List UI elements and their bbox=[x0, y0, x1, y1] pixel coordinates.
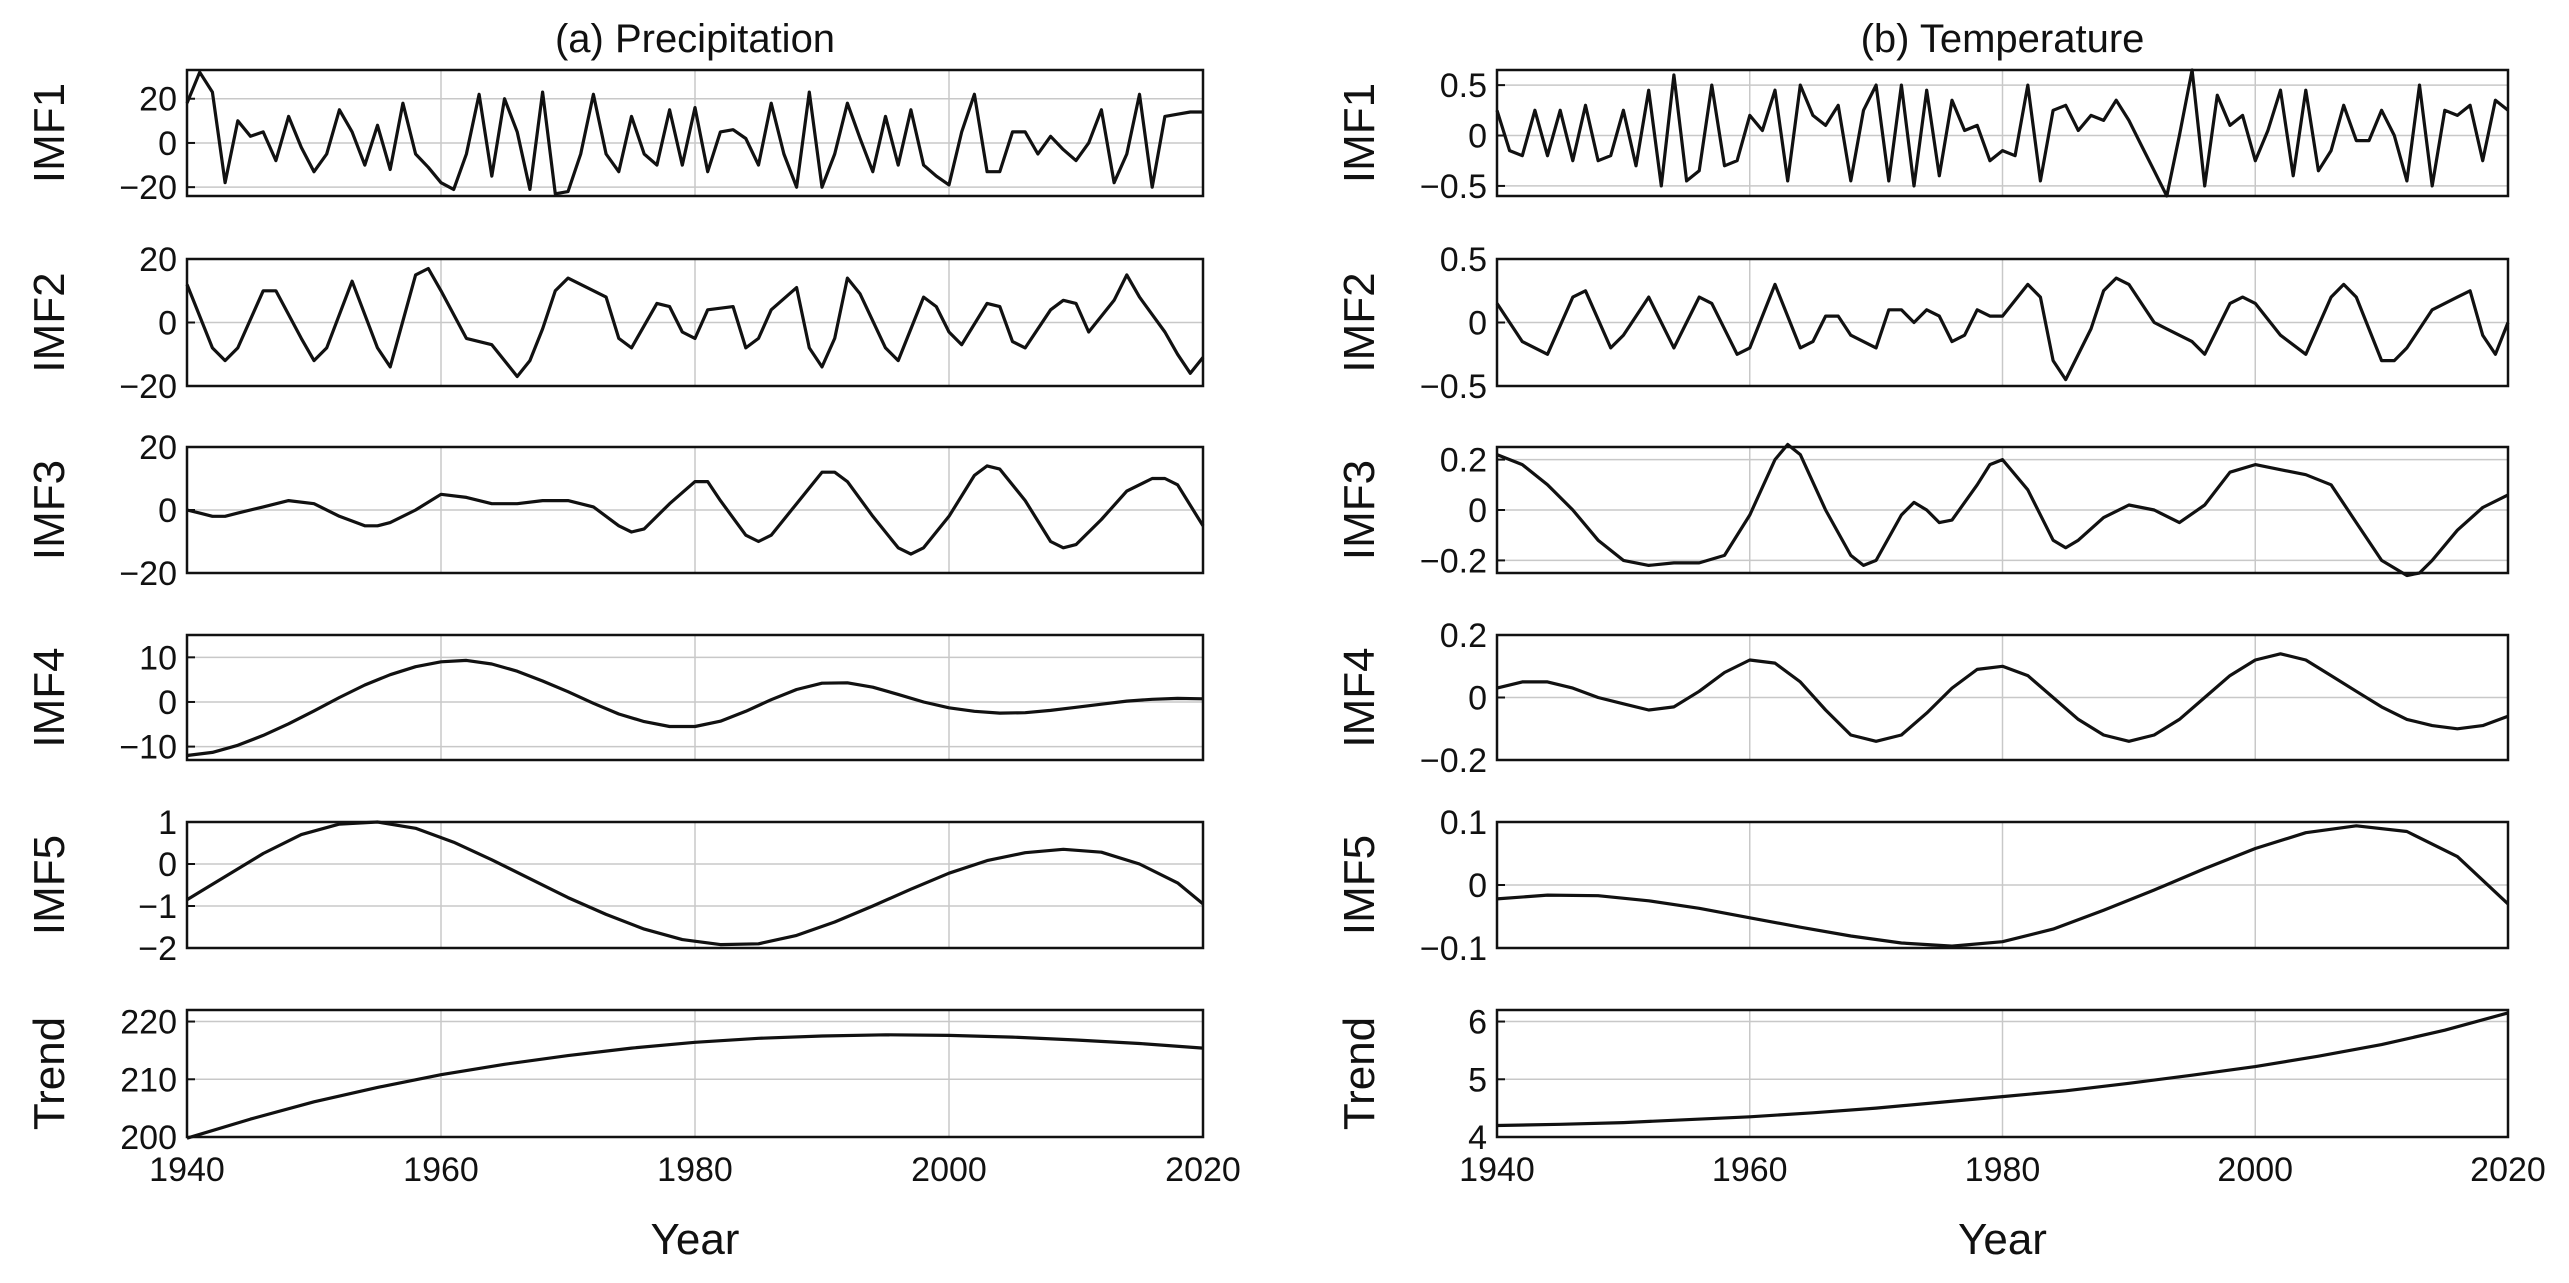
b-temperature-xtick-label: 2020 bbox=[2470, 1151, 2546, 1189]
a-precipitation-imf4-ytick-label: 0 bbox=[158, 684, 177, 722]
b-temperature-imf4-ytick-label: 0.2 bbox=[1440, 617, 1487, 655]
a-precipitation-imf2-ytick-label: −20 bbox=[119, 368, 177, 406]
b-temperature-xtick-label: 1960 bbox=[1712, 1151, 1788, 1189]
a-precipitation-xtick-label: 1960 bbox=[403, 1151, 479, 1189]
b-temperature-trend-series-line bbox=[1496, 1011, 2509, 1128]
b-temperature-imf2-ytick-label: 0 bbox=[1468, 305, 1487, 343]
b-temperature-imf3-ytick-label: 0 bbox=[1468, 492, 1487, 530]
a-precipitation-imf5-ytick-label: −1 bbox=[138, 888, 177, 926]
a-precipitation-imf2-ylabel: IMF2 bbox=[25, 272, 74, 372]
b-temperature-imf5-series-line bbox=[1496, 824, 2510, 948]
a-precipitation-imf1-ytick-label: 20 bbox=[139, 81, 177, 119]
a-precipitation-imf1-series-line bbox=[185, 70, 1203, 196]
a-precipitation-trend-series-line bbox=[186, 1033, 1204, 1140]
b-temperature-xtick-label: 1940 bbox=[1459, 1151, 1535, 1189]
b-temperature-imf4-ytick-label: −0.2 bbox=[1420, 742, 1487, 780]
b-temperature-imf2-ytick-label: 0.5 bbox=[1440, 241, 1487, 279]
b-temperature-imf5-ytick-label: −0.1 bbox=[1420, 930, 1487, 968]
b-temperature-imf4-axes-frame bbox=[1495, 633, 2510, 762]
b-temperature-trend-ytick-label: 6 bbox=[1468, 1004, 1487, 1042]
panel-title-a-precipitation: (a) Precipitation bbox=[555, 17, 835, 61]
b-temperature-imf2-series-line bbox=[1495, 276, 2510, 382]
b-temperature-imf3-axes-frame bbox=[1495, 445, 2510, 575]
b-temperature-imf2-axes-frame bbox=[1495, 257, 2510, 388]
b-temperature-imf4-ytick-label: 0 bbox=[1468, 680, 1487, 718]
b-temperature-imf3-ytick-label: −0.2 bbox=[1420, 542, 1487, 580]
b-temperature-imf1-ytick-label: 0 bbox=[1468, 118, 1487, 156]
a-precipitation-xtick-label: 2020 bbox=[1165, 1151, 1241, 1189]
b-temperature-imf1-ylabel: IMF1 bbox=[1335, 83, 1384, 183]
a-precipitation-imf5-ylabel: IMF5 bbox=[25, 835, 74, 935]
a-precipitation-trend-ytick-label: 210 bbox=[120, 1061, 177, 1099]
a-precipitation-xtick-label: 1980 bbox=[657, 1151, 733, 1189]
a-precipitation-trend-ytick-label: 200 bbox=[120, 1119, 177, 1157]
a-precipitation-imf2-ytick-label: 20 bbox=[139, 241, 177, 279]
b-temperature-trend-ylabel: Trend bbox=[1335, 1017, 1384, 1130]
a-precipitation-imf1-ylabel: IMF1 bbox=[25, 83, 74, 183]
a-precipitation-imf5-axes-frame bbox=[185, 820, 1205, 950]
a-precipitation-xlabel: Year bbox=[651, 1215, 740, 1264]
b-temperature-imf4-series-line bbox=[1496, 652, 2509, 743]
b-temperature-imf2-ytick-label: −0.5 bbox=[1420, 368, 1487, 406]
a-precipitation-xtick-label: 2000 bbox=[911, 1151, 987, 1189]
a-precipitation-imf4-ytick-label: 10 bbox=[139, 639, 177, 677]
b-temperature-imf1-ytick-label: 0.5 bbox=[1440, 67, 1487, 105]
b-temperature-imf2-ylabel: IMF2 bbox=[1335, 272, 1384, 372]
a-precipitation-imf5-ytick-label: 1 bbox=[158, 804, 177, 842]
b-temperature-imf1-series-line bbox=[1495, 68, 2510, 198]
b-temperature-imf3-series-line bbox=[1496, 442, 2509, 578]
a-precipitation-imf4-series-line bbox=[186, 658, 1204, 758]
a-precipitation-imf1-axes-frame bbox=[185, 68, 1205, 198]
a-precipitation-imf3-series-line bbox=[186, 464, 1205, 556]
a-precipitation-imf3-ylabel: IMF3 bbox=[25, 460, 74, 560]
a-precipitation-trend-ylabel: Trend bbox=[25, 1017, 74, 1130]
a-precipitation-imf4-ytick-label: −10 bbox=[119, 729, 177, 767]
a-precipitation-imf2-axes-frame bbox=[185, 257, 1205, 388]
b-temperature-xlabel: Year bbox=[1958, 1215, 2047, 1264]
b-temperature-imf3-ytick-label: 0.2 bbox=[1440, 442, 1487, 480]
b-temperature-imf1-ytick-label: −0.5 bbox=[1420, 168, 1487, 206]
a-precipitation-imf5-ytick-label: −2 bbox=[138, 930, 177, 968]
b-temperature-xtick-label: 2000 bbox=[2217, 1151, 2293, 1189]
b-temperature-xtick-label: 1980 bbox=[1965, 1151, 2041, 1189]
a-precipitation-imf4-ylabel: IMF4 bbox=[25, 647, 74, 747]
a-precipitation-imf3-ytick-label: 20 bbox=[139, 429, 177, 467]
b-temperature-trend-axes-frame bbox=[1495, 1008, 2510, 1139]
a-precipitation-imf3-axes-frame bbox=[185, 445, 1205, 575]
a-precipitation-imf4-axes-frame bbox=[185, 633, 1205, 762]
a-precipitation-imf2-ytick-label: 0 bbox=[158, 305, 177, 343]
a-precipitation-trend-axes-frame bbox=[185, 1008, 1205, 1139]
a-precipitation-xtick-label: 1940 bbox=[149, 1151, 225, 1189]
b-temperature-imf5-ytick-label: 0 bbox=[1468, 867, 1487, 905]
b-temperature-imf5-axes-frame bbox=[1495, 820, 2510, 950]
b-temperature-imf1-axes-frame bbox=[1495, 68, 2510, 198]
b-temperature-imf4-ylabel: IMF4 bbox=[1335, 647, 1384, 747]
a-precipitation-imf1-ytick-label: −20 bbox=[119, 169, 177, 207]
b-temperature-trend-ytick-label: 5 bbox=[1468, 1061, 1487, 1099]
b-temperature-imf5-ylabel: IMF5 bbox=[1335, 835, 1384, 935]
a-precipitation-imf3-ytick-label: 0 bbox=[158, 492, 177, 530]
panel-title-b-temperature: (b) Temperature bbox=[1861, 17, 2145, 61]
a-precipitation-imf5-ytick-label: 0 bbox=[158, 846, 177, 884]
a-precipitation-trend-ytick-label: 220 bbox=[120, 1004, 177, 1042]
a-precipitation-imf2-series-line bbox=[185, 266, 1205, 379]
a-precipitation-imf1-ytick-label: 0 bbox=[158, 125, 177, 163]
b-temperature-trend-ytick-label: 4 bbox=[1468, 1119, 1487, 1157]
a-precipitation-imf3-ytick-label: −20 bbox=[119, 555, 177, 593]
b-temperature-imf5-ytick-label: 0.1 bbox=[1440, 804, 1487, 842]
b-temperature-imf3-ylabel: IMF3 bbox=[1335, 460, 1384, 560]
